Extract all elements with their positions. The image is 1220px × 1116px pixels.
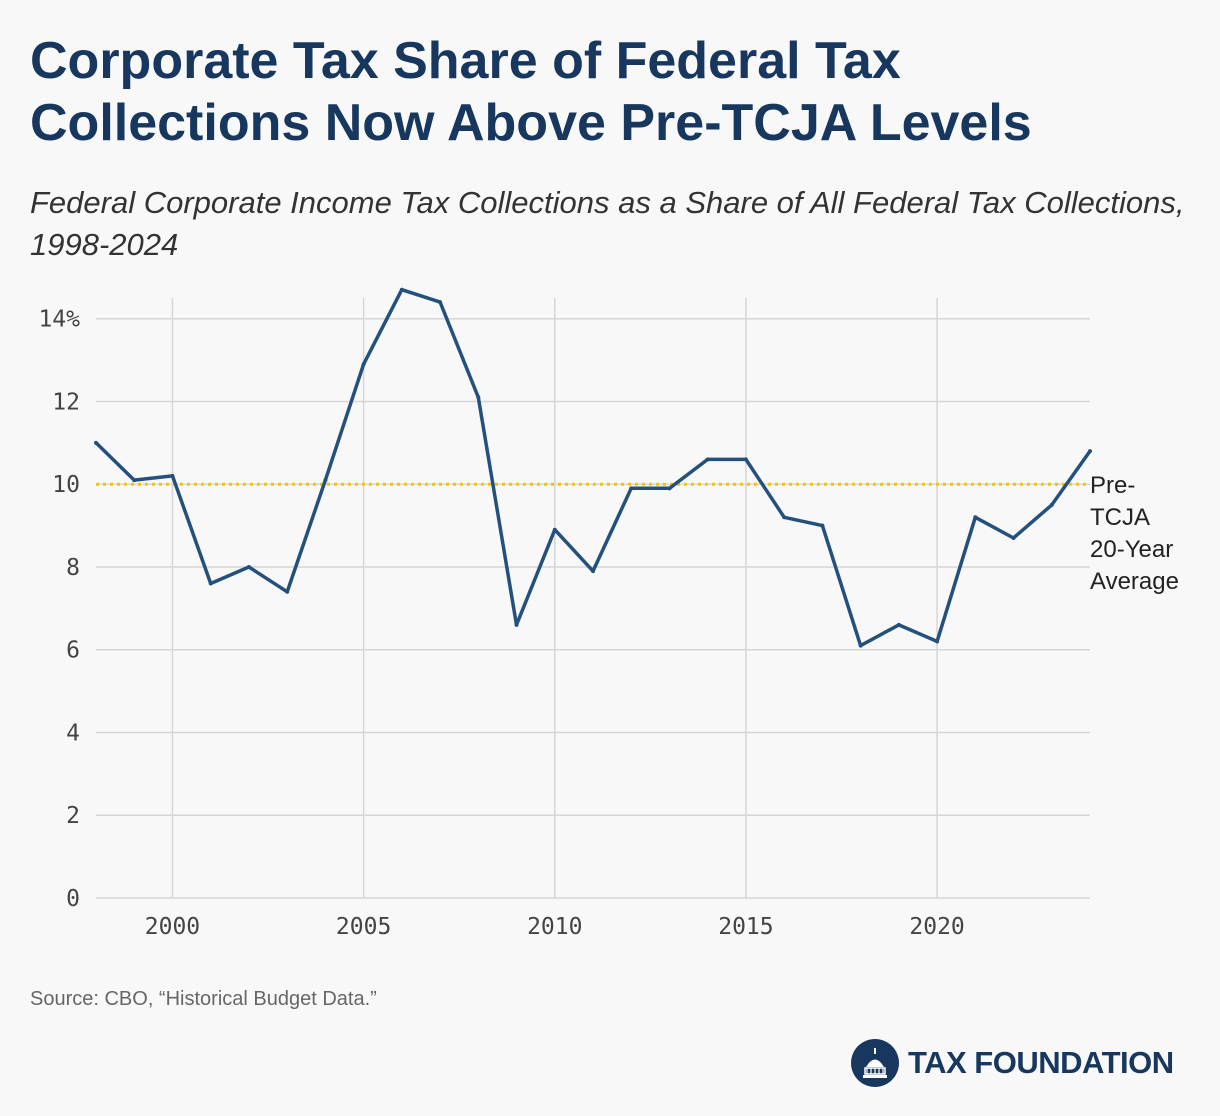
brand-logo-block: TAX FOUNDATION	[850, 1036, 1195, 1090]
data-point	[476, 395, 481, 400]
y-tick-label: 0	[66, 886, 80, 912]
y-tick-label: 12	[52, 389, 80, 415]
data-point	[285, 589, 290, 594]
data-point	[323, 478, 328, 483]
data-point	[782, 515, 787, 520]
y-tick-label: 2	[66, 803, 80, 829]
reference-line-label: Average	[1090, 568, 1179, 595]
series-line	[94, 287, 1092, 648]
reference-line-group: Pre- TCJA 20-Year Average	[96, 472, 1179, 595]
data-point	[1088, 449, 1092, 454]
y-tick-label: 4	[66, 720, 80, 746]
data-point	[667, 486, 672, 491]
grid	[96, 298, 1090, 899]
y-tick-label: 8	[66, 555, 80, 581]
data-point	[552, 527, 557, 532]
y-tick-label: 6	[66, 638, 80, 664]
data-point	[820, 523, 825, 528]
data-point	[170, 473, 175, 478]
chart-title: Corporate Tax Share of Federal Tax Colle…	[30, 32, 1032, 152]
data-point	[514, 622, 519, 627]
data-point	[705, 457, 710, 462]
data-point	[246, 564, 251, 569]
reference-line-label: TCJA	[1090, 504, 1150, 531]
data-point	[629, 486, 634, 491]
data-point	[208, 581, 213, 586]
data-point	[935, 639, 940, 644]
data-point	[1049, 502, 1054, 507]
line-chart: Pre- TCJA 20-Year Average 0 2 4 6 8 10 12 14% 2000 2…	[38, 287, 1179, 940]
data-point	[743, 457, 748, 462]
reference-line-label: Pre-	[1090, 472, 1135, 499]
data-point	[438, 300, 443, 305]
tick-labels: 0 2 4 6 8 10 12 14% 2000 2005 2010 2015 2020	[38, 307, 964, 940]
x-tick-label: 2015	[718, 914, 773, 940]
data-point	[591, 569, 595, 574]
y-tick-label: 14%	[38, 307, 80, 333]
y-tick-label: 10	[52, 472, 80, 498]
x-tick-label: 2000	[145, 914, 200, 940]
data-point	[94, 440, 98, 445]
series-group	[94, 287, 1092, 648]
data-point	[896, 622, 901, 627]
capitol-dome-icon	[851, 1039, 899, 1087]
data-point	[399, 287, 404, 292]
x-tick-label: 2010	[527, 914, 582, 940]
data-point	[973, 515, 978, 520]
reference-line-label: 20-Year	[1090, 536, 1173, 563]
source-note: Source: CBO, “Historical Budget Data.”	[30, 988, 377, 1010]
chart-subtitle: Federal Corporate Income Tax Collections…	[30, 185, 1185, 262]
data-point	[132, 478, 137, 483]
x-tick-label: 2020	[909, 914, 964, 940]
data-point	[361, 362, 366, 367]
brand-name: TAX FOUNDATION	[908, 1045, 1174, 1080]
data-point	[1011, 536, 1016, 540]
x-tick-label: 2005	[336, 914, 391, 940]
data-point	[858, 643, 863, 648]
